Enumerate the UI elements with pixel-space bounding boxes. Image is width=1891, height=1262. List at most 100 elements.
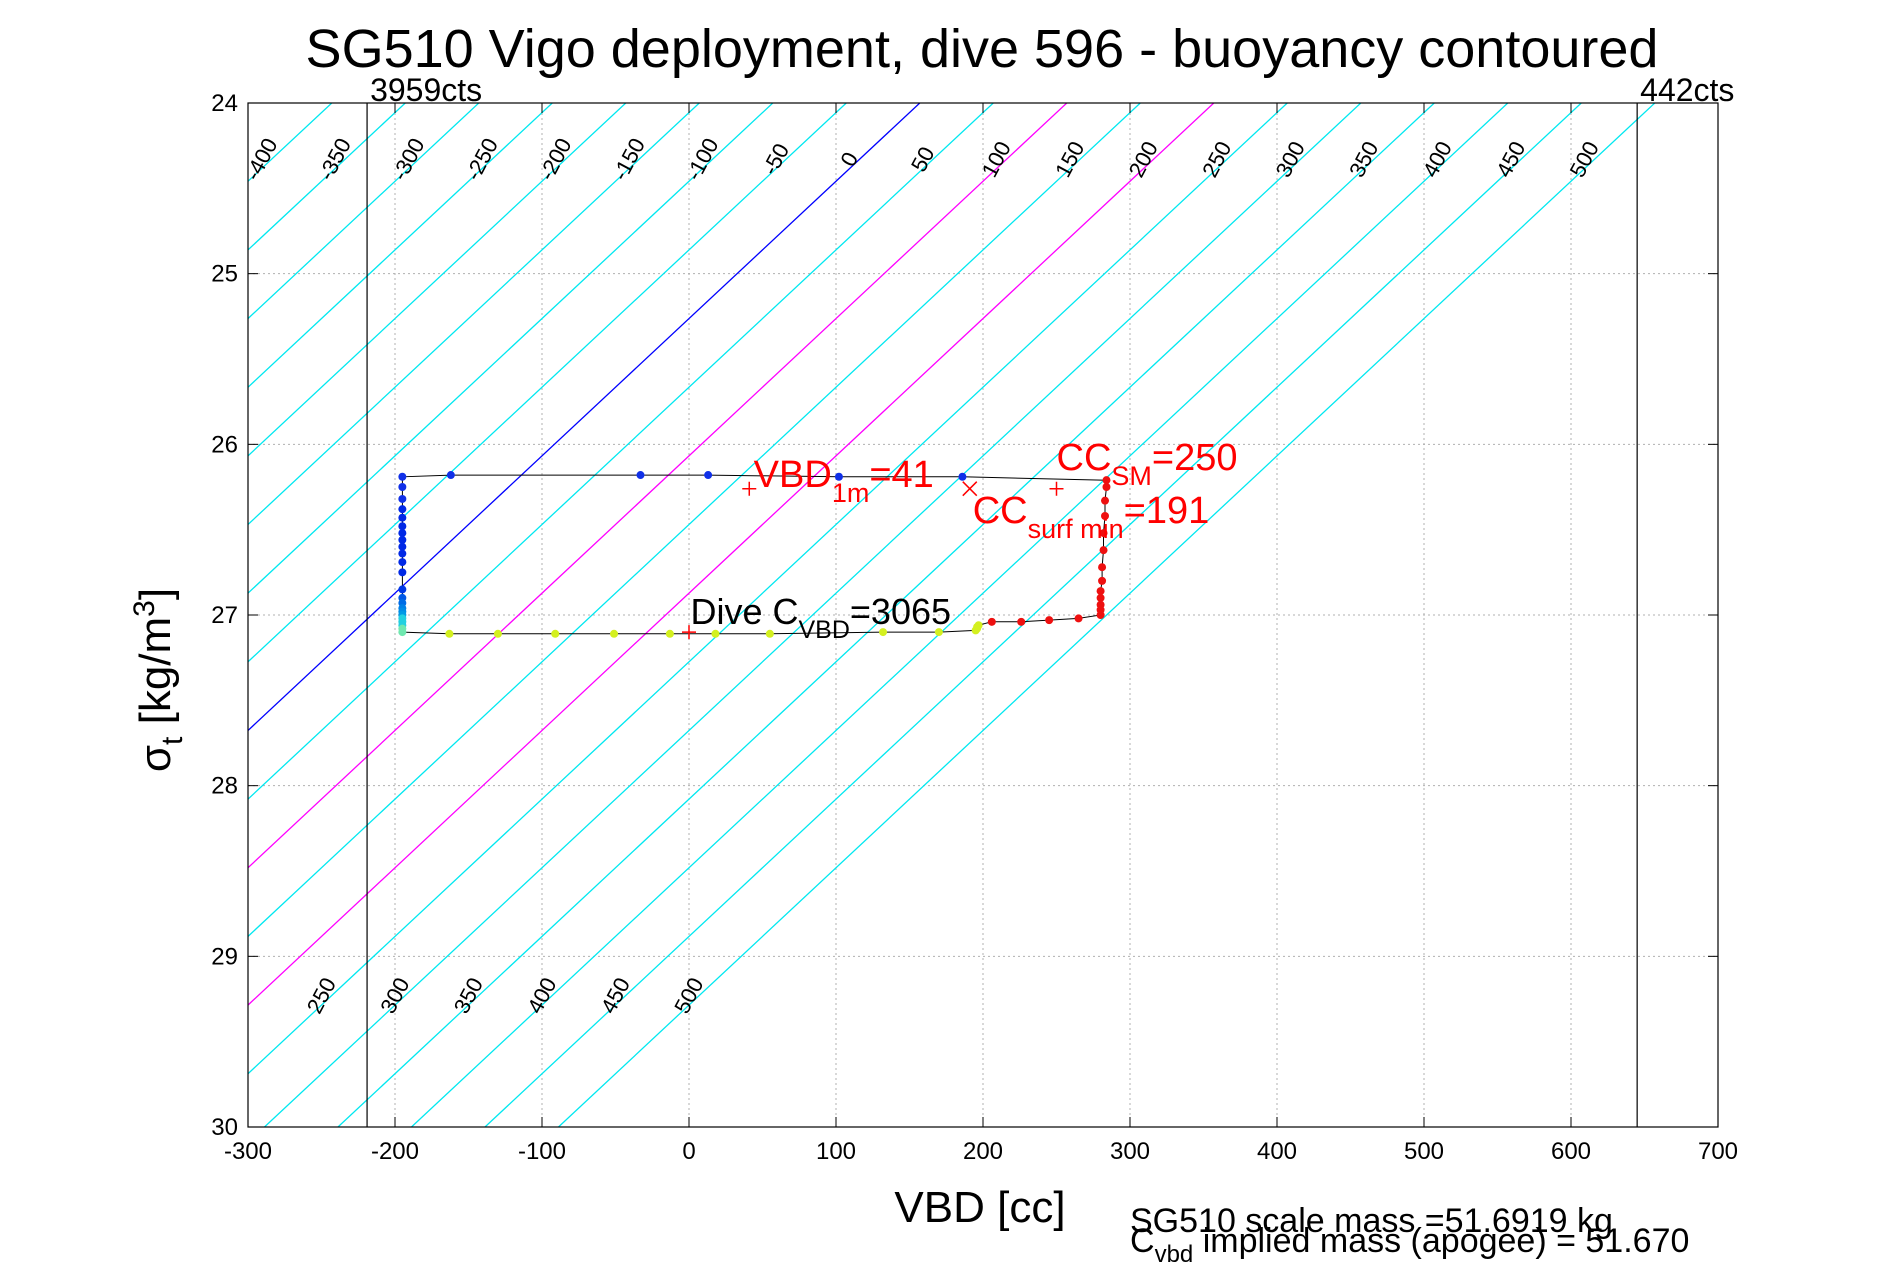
footer-implied-mass-sub: vbd [1155, 1241, 1194, 1262]
data-point [974, 621, 983, 630]
y-axis-label: σt [kg/m3] [128, 588, 189, 772]
annotation-vbd-1m-sub: 1m [832, 478, 870, 508]
data-point [398, 513, 407, 522]
contour-label: -250 [460, 134, 503, 185]
buoyancy-contour-line [337, 103, 1435, 1127]
data-point [1096, 600, 1105, 609]
y-tick-label: 24 [211, 90, 238, 117]
y-tick-label: 26 [211, 431, 238, 458]
marker-plus [742, 481, 757, 496]
annotation-vbd-1m: VBD1m=41 [754, 454, 934, 508]
annotation-vbd-1m-main: VBD [754, 454, 832, 496]
data-point [1098, 563, 1107, 572]
annotation-cc-sm-sub: SM [1111, 461, 1152, 491]
buoyancy-contour-line [411, 103, 1509, 1127]
buoyancy-contour-line [248, 103, 480, 320]
contour-label: 300 [1271, 137, 1310, 181]
contour-label: 450 [1491, 137, 1530, 181]
footer-scale-mass: SG510 scale mass =51.6919 kg [1130, 1202, 1613, 1240]
x-axis-label: VBD [cc] [894, 1183, 1065, 1232]
x-tick-label: 600 [1551, 1138, 1591, 1165]
data-point [1074, 614, 1083, 623]
x-tick-label: -100 [518, 1138, 566, 1165]
contour-label: 350 [1344, 137, 1383, 181]
data-point [398, 585, 407, 594]
data-point [1096, 587, 1105, 596]
buoyancy-contour-line [248, 103, 1068, 869]
data-point [1098, 576, 1107, 585]
buoyancy-contour-line [248, 103, 553, 389]
buoyancy-contour-line [248, 103, 700, 526]
data-point [446, 471, 455, 480]
footer-implied-mass-rest: implied mass (apogee) = 51.670 [1193, 1222, 1689, 1260]
marker-plus [1049, 481, 1064, 496]
data-point [1099, 546, 1108, 555]
contour-label: -300 [387, 134, 430, 185]
annotation-cc-surf-min-sub: surf min [1028, 514, 1124, 544]
data-point [398, 505, 407, 514]
buoyancy-contour-line [248, 103, 1141, 938]
annotation-cc-sm: CCSM=250 [1057, 437, 1238, 491]
buoyancy-contour-line [248, 103, 1215, 1006]
annotation-vbd-1m-value: =41 [869, 454, 933, 496]
vbd-limit-label: 3959cts [370, 72, 482, 108]
contour-label: -200 [534, 134, 577, 185]
annotation-dive-cvbd: Dive CVBD=3065 [690, 591, 951, 644]
contour-label: 0 [835, 148, 863, 171]
contour-label: -50 [757, 139, 794, 179]
data-point [398, 522, 407, 531]
x-tick-label: 200 [963, 1138, 1003, 1165]
x-tick-label: 500 [1404, 1138, 1444, 1165]
data-point [398, 628, 407, 637]
vbd-limit-label: 442cts [1640, 72, 1734, 108]
data-point [636, 471, 645, 480]
marker-x [962, 481, 978, 497]
contour-label: 250 [1197, 137, 1236, 181]
data-point [958, 472, 967, 481]
y-axis-label-sigma: σ [131, 745, 180, 772]
annotation-cc-surf-min: CCsurf min=191 [973, 490, 1210, 544]
buoyancy-contour-line [558, 103, 1656, 1127]
contour-label: 350 [449, 973, 488, 1017]
data-point [551, 629, 560, 638]
contour-label: 100 [977, 137, 1016, 181]
contour-label: -400 [240, 134, 283, 185]
annotation-dive-cvbd-main: Dive C [690, 591, 798, 632]
contour-label: 200 [1124, 137, 1163, 181]
contour-label: 500 [669, 973, 708, 1017]
data-point [704, 471, 713, 480]
x-tick-label: -200 [371, 1138, 419, 1165]
contour-group [248, 103, 1656, 1127]
data-point [1102, 483, 1111, 491]
annotation-dive-cvbd-value: =3065 [850, 591, 951, 632]
y-axis-label-close: ] [131, 588, 180, 600]
contour-label: 300 [375, 973, 414, 1017]
y-tick-label: 27 [211, 602, 238, 629]
data-point [398, 549, 407, 558]
buoyancy-contour-line [248, 103, 921, 732]
contour-label: 500 [1565, 137, 1604, 181]
data-point [665, 629, 674, 638]
data-point [398, 568, 407, 577]
x-tick-label: -300 [224, 1138, 272, 1165]
data-point [398, 483, 407, 491]
buoyancy-contour-line [248, 103, 847, 663]
data-point [711, 629, 720, 638]
annotation-cc-sm-main: CC [1057, 437, 1112, 479]
buoyancy-contour-line [248, 103, 627, 457]
data-point [1096, 593, 1105, 602]
chart-title: SG510 Vigo deployment, dive 596 - buoyan… [306, 19, 1659, 79]
y-axis-label-sup: 3 [128, 600, 161, 617]
contour-label: -150 [607, 134, 650, 185]
x-tick-label: 400 [1257, 1138, 1297, 1165]
x-tick-label: 100 [816, 1138, 856, 1165]
data-point [1101, 496, 1110, 505]
data-point [1045, 616, 1054, 625]
contour-label: 250 [302, 973, 341, 1017]
contour-label: 150 [1050, 137, 1089, 181]
data-point [398, 472, 407, 481]
data-point [765, 629, 774, 638]
y-tick-label: 25 [211, 261, 238, 288]
data-point [445, 629, 454, 638]
